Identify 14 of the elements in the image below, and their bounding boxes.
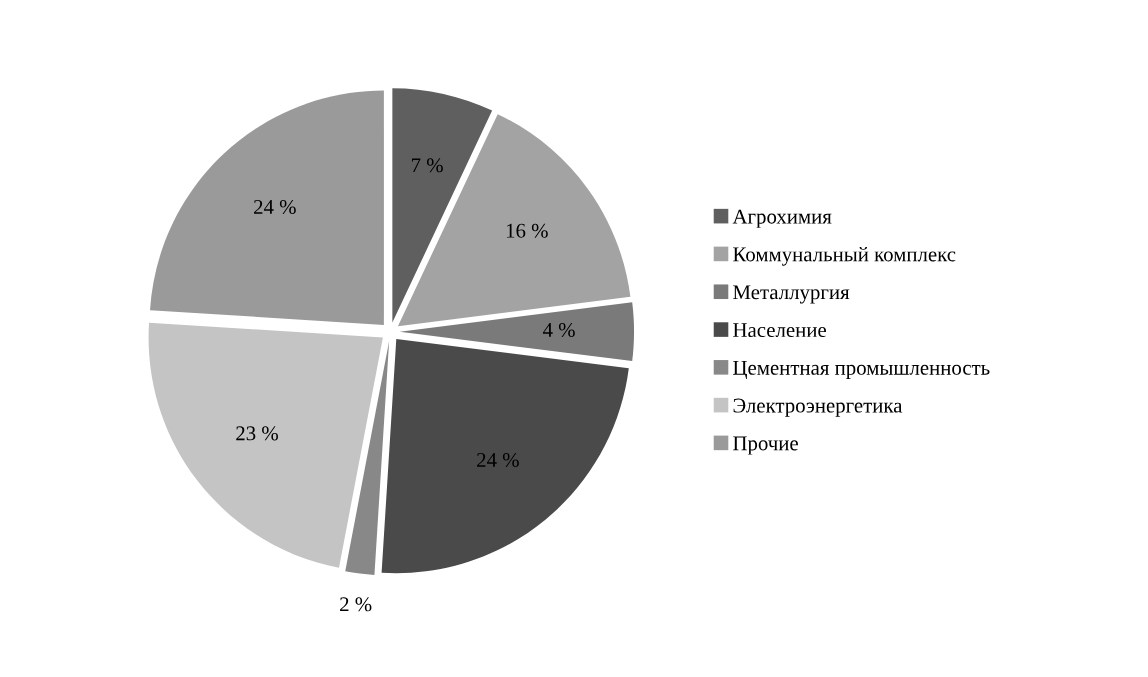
data-label: 2 % (340, 597, 372, 612)
legend-label: Цементная промышленность (733, 360, 990, 380)
legend-label: Металлургия (733, 285, 850, 304)
data-label: 24 % (477, 452, 519, 468)
legend-label: Агрохимия (732, 209, 832, 228)
data-label: 4 % (542, 322, 575, 338)
data-label: 24 % (254, 199, 296, 215)
data-label: 23 % (236, 426, 278, 441)
legend-label: Прочие (733, 436, 798, 455)
legend-label: Коммунальный комплекс (733, 246, 956, 266)
legend-label: Население (733, 323, 826, 338)
data-label: 7 % (412, 158, 443, 173)
legend-label: Электроэнергетика (733, 398, 903, 417)
data-label: 16 % (506, 223, 548, 238)
